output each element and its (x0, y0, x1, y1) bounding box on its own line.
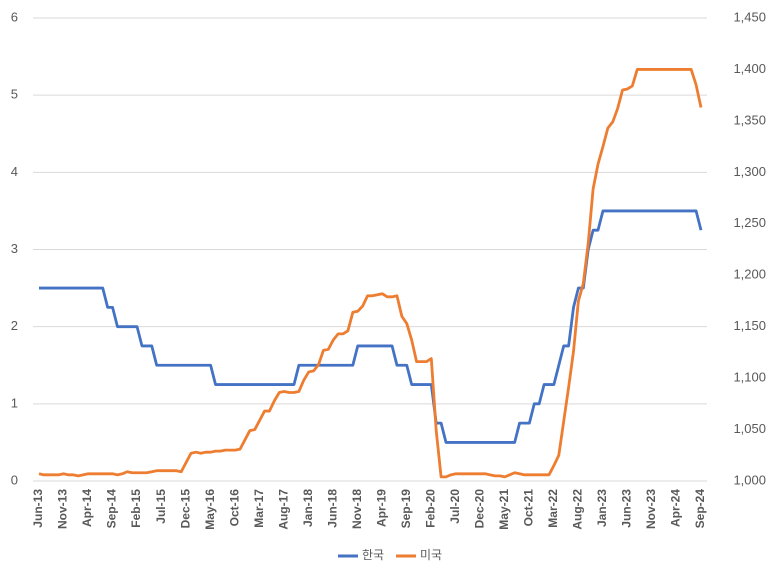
x-tick-label: Jan-18 (301, 489, 315, 527)
x-tick-label: Apr-14 (80, 489, 94, 527)
y-tick-label: 2 (11, 318, 18, 333)
legend-label: 미국 (420, 548, 442, 562)
y-tick-label: 0 (11, 472, 18, 487)
y2-tick-label: 1,150 (733, 318, 766, 333)
x-tick-label: May-16 (203, 489, 217, 530)
x-tick-label: Nov-13 (56, 489, 70, 529)
x-tick-label: Feb-15 (129, 489, 143, 528)
x-tick-label: Jul-20 (448, 489, 462, 524)
y-tick-label: 3 (11, 241, 18, 256)
series-line (39, 209, 703, 444)
x-tick-label: Apr-24 (669, 489, 683, 527)
x-tick-label: Aug-22 (571, 489, 585, 530)
x-tick-label: Dec-15 (178, 489, 192, 529)
x-tick-label: Aug-17 (276, 489, 290, 530)
x-tick-label: Oct-16 (227, 489, 241, 527)
x-tick-label: Nov-23 (644, 489, 658, 529)
y2-tick-label: 1,400 (733, 61, 766, 76)
y-tick-label: 5 (11, 87, 18, 102)
series-line (38, 68, 703, 479)
x-tick-label: Dec-20 (473, 489, 487, 529)
x-tick-label: Sep-14 (105, 489, 119, 529)
x-tick-label: Apr-19 (374, 489, 388, 527)
y2-tick-label: 1,350 (733, 112, 766, 127)
x-tick-label: Sep-24 (693, 489, 707, 529)
y-tick-label: 1 (11, 395, 18, 410)
y2-tick-label: 1,100 (733, 370, 766, 385)
x-tick-label: Feb-20 (423, 489, 437, 528)
x-tick-label: May-21 (497, 489, 511, 530)
x-tick-label: Jun-18 (325, 489, 339, 528)
y2-tick-label: 1,000 (733, 472, 766, 487)
x-tick-label: Mar-22 (546, 489, 560, 528)
y2-tick-label: 1,200 (733, 267, 766, 282)
x-tick-label: Jun-13 (31, 489, 45, 528)
x-tick-label: Jan-23 (595, 489, 609, 527)
y-tick-label: 6 (11, 9, 18, 24)
y2-tick-label: 1,250 (733, 215, 766, 230)
x-tick-label: Mar-17 (252, 489, 266, 528)
y-tick-label: 4 (11, 164, 18, 179)
x-tick-label: Nov-18 (350, 489, 364, 529)
y2-tick-label: 1,050 (733, 421, 766, 436)
y2-tick-label: 1,450 (733, 9, 766, 24)
x-tick-label: Sep-19 (399, 489, 413, 529)
x-tick-label: Jun-23 (620, 489, 634, 528)
legend-label: 한국 (362, 548, 384, 562)
x-tick-label: Oct-21 (522, 489, 536, 527)
x-tick-label: Jul-15 (154, 489, 168, 524)
y2-tick-label: 1,300 (733, 164, 766, 179)
